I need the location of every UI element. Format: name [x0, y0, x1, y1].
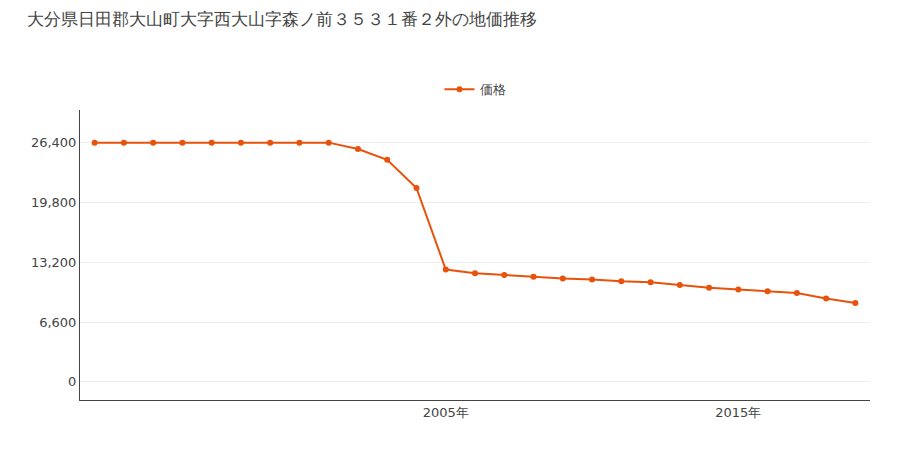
svg-text:19,800: 19,800 [31, 195, 77, 210]
svg-text:価格: 価格 [480, 82, 506, 97]
svg-text:0: 0 [68, 374, 76, 389]
svg-text:2005年: 2005年 [423, 405, 469, 420]
svg-text:26,400: 26,400 [31, 135, 77, 150]
svg-text:大分県日田郡大山町大字西大山字森ノ前３５３１番２外の地価推移: 大分県日田郡大山町大字西大山字森ノ前３５３１番２外の地価推移 [27, 9, 537, 29]
svg-text:6,600: 6,600 [39, 315, 76, 330]
svg-text:2015年: 2015年 [715, 405, 761, 420]
svg-text:13,200: 13,200 [31, 255, 77, 270]
